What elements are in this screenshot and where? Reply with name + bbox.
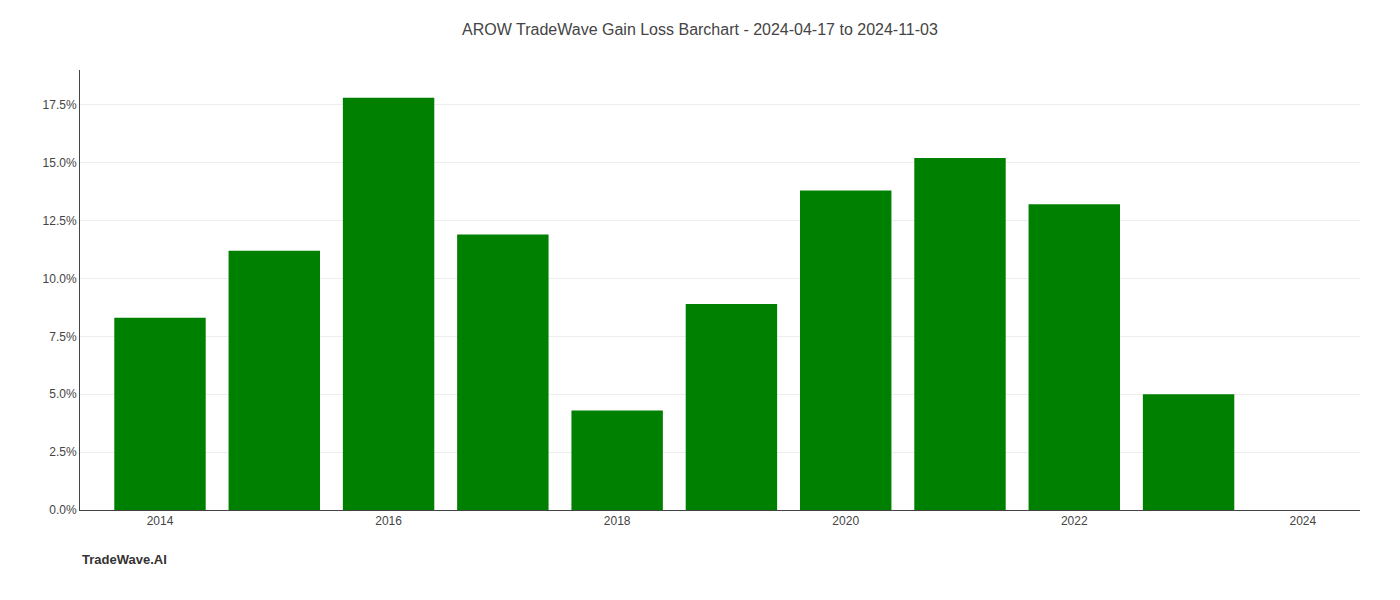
svg-text:5.0%: 5.0% [49, 387, 77, 401]
svg-text:17.5%: 17.5% [43, 98, 77, 112]
svg-text:TradeWave.AI: TradeWave.AI [82, 552, 167, 567]
svg-text:AROW TradeWave Gain Loss Barch: AROW TradeWave Gain Loss Barchart - 2024… [462, 21, 938, 38]
svg-text:12.5%: 12.5% [43, 214, 77, 228]
svg-text:0.0%: 0.0% [49, 503, 77, 517]
svg-text:2014: 2014 [147, 514, 174, 528]
svg-text:2016: 2016 [375, 514, 402, 528]
svg-text:2024: 2024 [1290, 514, 1317, 528]
svg-text:7.5%: 7.5% [49, 330, 77, 344]
svg-text:2018: 2018 [604, 514, 631, 528]
svg-text:2022: 2022 [1061, 514, 1088, 528]
svg-text:2020: 2020 [832, 514, 859, 528]
svg-text:2.5%: 2.5% [49, 445, 77, 459]
svg-text:15.0%: 15.0% [43, 156, 77, 170]
svg-text:10.0%: 10.0% [43, 272, 77, 286]
